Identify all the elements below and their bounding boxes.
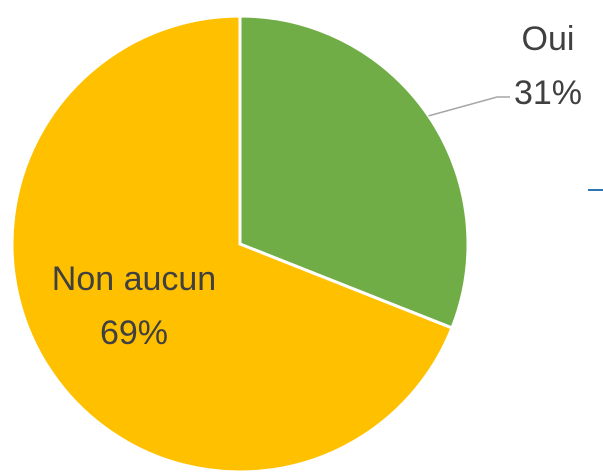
- leader-line: [428, 96, 510, 117]
- pie-slice: [10, 14, 454, 474]
- pie-slice: [238, 14, 470, 330]
- category-label: Non aucun: [52, 260, 216, 298]
- category-label: Oui: [522, 20, 575, 58]
- value-label: 69%: [100, 314, 168, 352]
- value-label: 31%: [514, 74, 582, 112]
